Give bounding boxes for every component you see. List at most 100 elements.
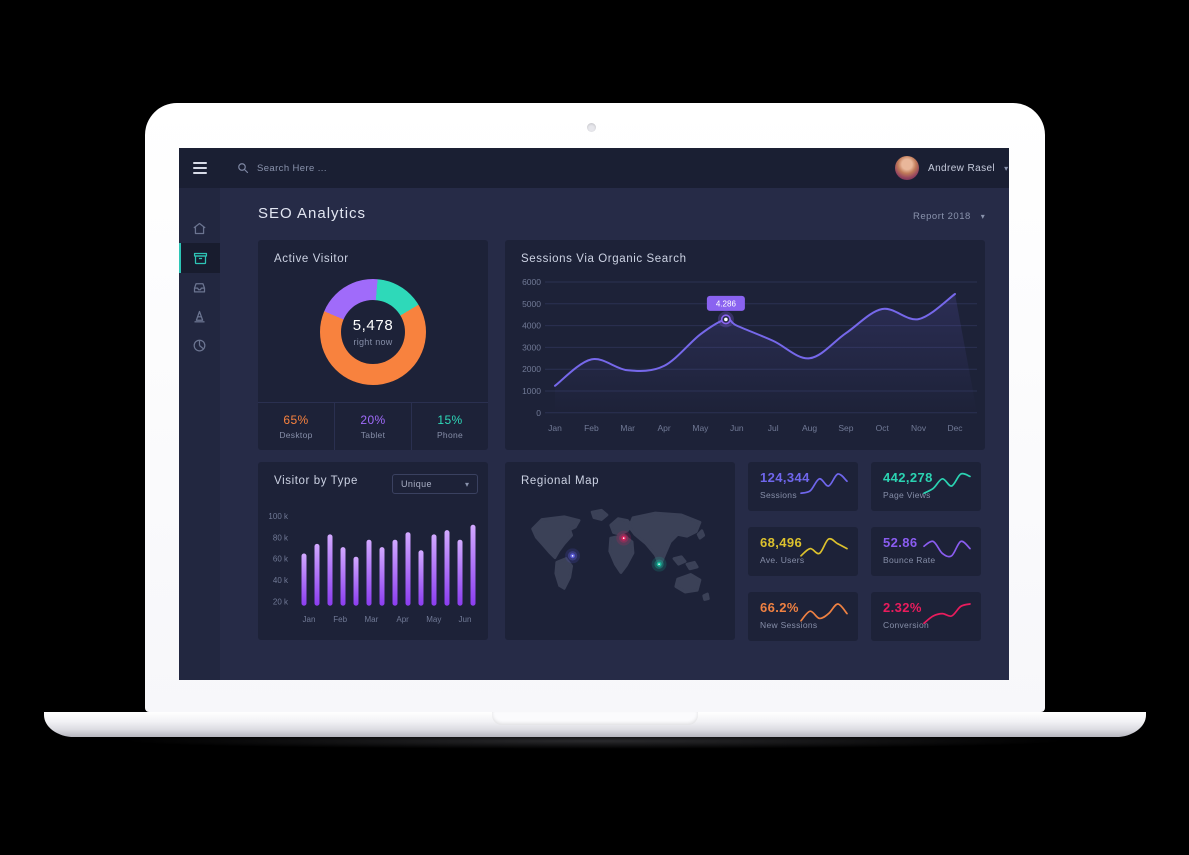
sessions-line-chart: 6000 5000 4000 3000 2000 1000 0 Jan Feb Mar Apr May… [505,240,985,450]
svg-text:100 k: 100 k [268,512,289,521]
filter-caret-icon: ▾ [464,479,469,489]
svg-text:Nov: Nov [911,423,927,433]
legend-label: Phone [436,430,464,440]
report-select[interactable]: Report 2018 ▾ [913,211,985,222]
camera-dot [587,123,596,132]
map-marker-south-asia [651,556,667,572]
topbar: Andrew Rasel ▾ [179,148,1009,188]
sidebar-item-tools[interactable] [179,302,220,331]
svg-text:May: May [426,615,441,624]
sidebar-item-home[interactable] [179,214,220,243]
visitor-by-type-bar-chart: 100 k 80 k 60 k 40 k 20 k Jan Feb Mar Apr May Jun [258,462,488,640]
sessions-title: Sessions Via Organic Search [521,253,687,265]
visitor-type-filter-select[interactable]: Unique ▾ [392,474,478,494]
map-marker-europe [616,530,632,546]
sparkline [800,603,848,622]
svg-text:40 k: 40 k [273,576,289,585]
sparkline [800,473,848,495]
donut-center-value: 5,478 [352,317,394,334]
stat-value: 66.2% [760,600,799,615]
stat-value: 124,344 [760,470,810,485]
svg-text:Mar: Mar [620,423,635,433]
svg-text:2000: 2000 [522,364,541,374]
svg-text:Apr: Apr [396,615,409,624]
svg-text:Jun: Jun [459,615,472,624]
svg-text:Jul: Jul [768,423,779,433]
svg-text:Jan: Jan [303,615,316,624]
active-visitor-title: Active Visitor [274,253,349,265]
legend-value: 15% [437,413,463,427]
visitor-by-type-title: Visitor by Type [274,475,359,487]
user-name: Andrew Rasel [928,162,996,174]
sidebar-item-inbox[interactable] [179,273,220,302]
stat-value: 68,496 [760,535,803,550]
user-menu-caret-icon: ▾ [1004,163,1009,173]
filter-selected-value: Unique [401,479,432,489]
svg-text:Feb: Feb [333,615,347,624]
legend-item-phone: 15% Phone [411,403,488,450]
sidebar-item-reports[interactable] [179,331,220,360]
device-legend: 65% Desktop 20% Tablet 15% Phone [258,402,488,450]
world-map [527,504,713,621]
legend-label: Tablet [360,430,386,440]
stat-card-conversion: 2.32% Conversion [871,592,981,641]
search-icon [238,163,249,174]
svg-text:Sep: Sep [838,423,853,433]
stat-label: Conversion [883,620,929,630]
stat-card-ave-users: 68,496 Ave. Users [748,527,858,576]
svg-text:0: 0 [536,408,541,418]
sidebar-item-dashboard[interactable] [179,243,220,273]
cone-icon [194,310,205,323]
sparkline [800,537,848,557]
chart-tooltip: 4.286 [706,295,745,311]
map-marker-north-america [565,548,581,564]
legend-item-tablet: 20% Tablet [334,403,411,450]
legend-value: 20% [360,413,386,427]
svg-text:60 k: 60 k [273,555,289,564]
svg-text:Aug: Aug [802,423,817,433]
regional-map-title: Regional Map [521,475,600,487]
svg-text:3000: 3000 [522,342,541,352]
page-title: SEO Analytics [258,205,367,222]
svg-text:Mar: Mar [365,615,379,624]
report-caret-icon: ▾ [980,212,985,221]
svg-text:4.286: 4.286 [716,299,737,308]
svg-text:Jan: Jan [548,423,562,433]
svg-text:Jun: Jun [730,423,744,433]
hamburger-menu-icon[interactable] [193,162,207,174]
user-menu[interactable]: Andrew Rasel ▾ [895,148,1008,188]
svg-text:May: May [692,423,709,433]
regional-map-card: Regional Map [505,462,735,640]
archive-icon [193,252,208,264]
sparkline [923,603,971,625]
active-visitor-card: Active Visitor 5,478 right now 65% Deskt… [258,240,488,450]
donut-center-label: right now [353,337,393,347]
inbox-icon [193,283,206,293]
search-input[interactable] [257,162,437,174]
active-visitor-donut-chart: 5,478 right now [320,279,426,385]
stat-value: 52.86 [883,535,918,550]
legend-item-desktop: 65% Desktop [258,403,334,450]
report-select-label: Report 2018 [913,211,971,222]
stat-label: Ave. Users [760,555,805,565]
svg-text:5000: 5000 [522,299,541,309]
stat-value: 2.32% [883,600,922,615]
stat-label: New Sessions [760,620,818,630]
svg-text:4000: 4000 [522,321,541,331]
svg-text:6000: 6000 [522,277,541,287]
svg-text:1000: 1000 [522,386,541,396]
sparkline [923,540,971,558]
svg-text:Apr: Apr [657,423,670,433]
stat-card-new-sessions: 66.2% New Sessions [748,592,858,641]
svg-text:80 k: 80 k [273,534,289,543]
avatar[interactable] [895,156,919,180]
pie-chart-icon [193,339,206,352]
stat-label: Bounce Rate [883,555,936,565]
svg-text:Feb: Feb [584,423,599,433]
screen: Andrew Rasel ▾ [179,148,1009,680]
laptop-shadow [120,733,1070,749]
svg-text:Dec: Dec [947,423,963,433]
sessions-card: Sessions Via Organic Search 6000 5000 4000… [505,240,985,450]
legend-label: Desktop [279,430,313,440]
stat-value: 442,278 [883,470,933,485]
